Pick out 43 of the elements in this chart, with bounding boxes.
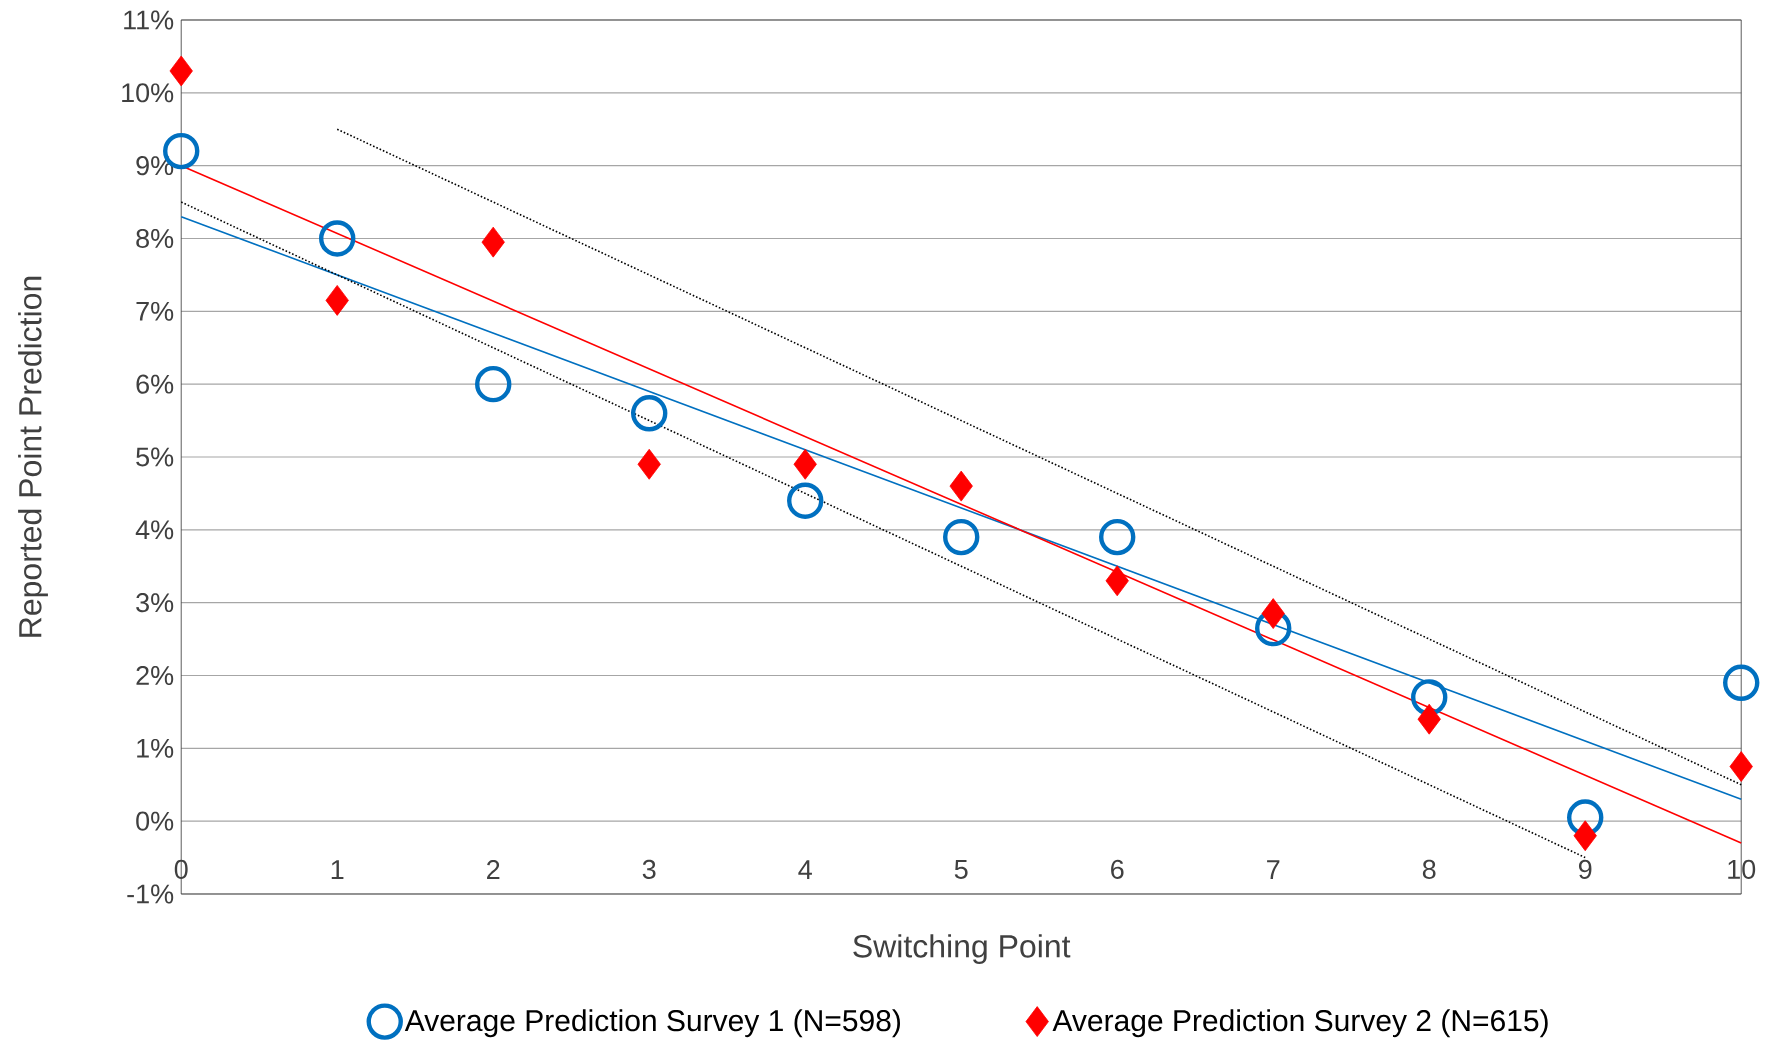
point <box>1099 518 1136 556</box>
y-tick-label: 8% <box>136 228 174 249</box>
point <box>1261 598 1285 629</box>
x-tick-label: 1 <box>331 860 344 879</box>
legend-label: Average Prediction Survey 2 (N=615) <box>1052 1009 1548 1038</box>
point <box>637 448 661 480</box>
point <box>1573 820 1597 852</box>
point <box>949 470 973 502</box>
point <box>319 220 356 257</box>
x-tick-label: 2 <box>487 860 500 879</box>
x-tick-label: 8 <box>1422 859 1436 879</box>
point <box>1723 664 1760 701</box>
y-tick-label: 11% <box>124 10 174 30</box>
point <box>1105 565 1129 597</box>
x-tick-label: 9 <box>1578 859 1592 879</box>
x-tick-label: 5 <box>954 860 968 879</box>
point <box>475 365 512 403</box>
y-axis-title: Reported Point Prediction <box>18 276 48 637</box>
y-tick-label: -1% <box>127 884 174 904</box>
y-tick-label: 1% <box>137 738 174 758</box>
point <box>1729 751 1753 782</box>
y-tick-label: 7% <box>136 301 174 321</box>
x-tick-label: 7 <box>1267 860 1280 879</box>
point <box>481 226 505 258</box>
point <box>943 518 980 556</box>
x-tick-label: 3 <box>642 859 656 879</box>
y-tick-label: 4% <box>135 520 174 540</box>
x-tick-label: 4 <box>798 860 812 879</box>
point <box>787 482 824 519</box>
point <box>325 284 349 316</box>
y-tick-label: 2% <box>136 665 174 685</box>
y-tick-label: 3% <box>136 593 174 613</box>
y-tick-label: 5% <box>136 447 174 467</box>
legend-label: Average Prediction Survey 1 (N=598) <box>404 1009 900 1038</box>
x-tick-label: 6 <box>1111 859 1124 879</box>
point <box>793 448 817 480</box>
y-tick-label: 10% <box>122 83 174 103</box>
x-axis-title: Switching Point <box>853 934 1071 964</box>
y-tick-label: 6% <box>136 374 174 394</box>
y-tick-label: 9% <box>136 156 174 176</box>
point <box>1417 703 1441 735</box>
point <box>631 395 668 432</box>
y-tick-label: 0% <box>136 811 174 831</box>
